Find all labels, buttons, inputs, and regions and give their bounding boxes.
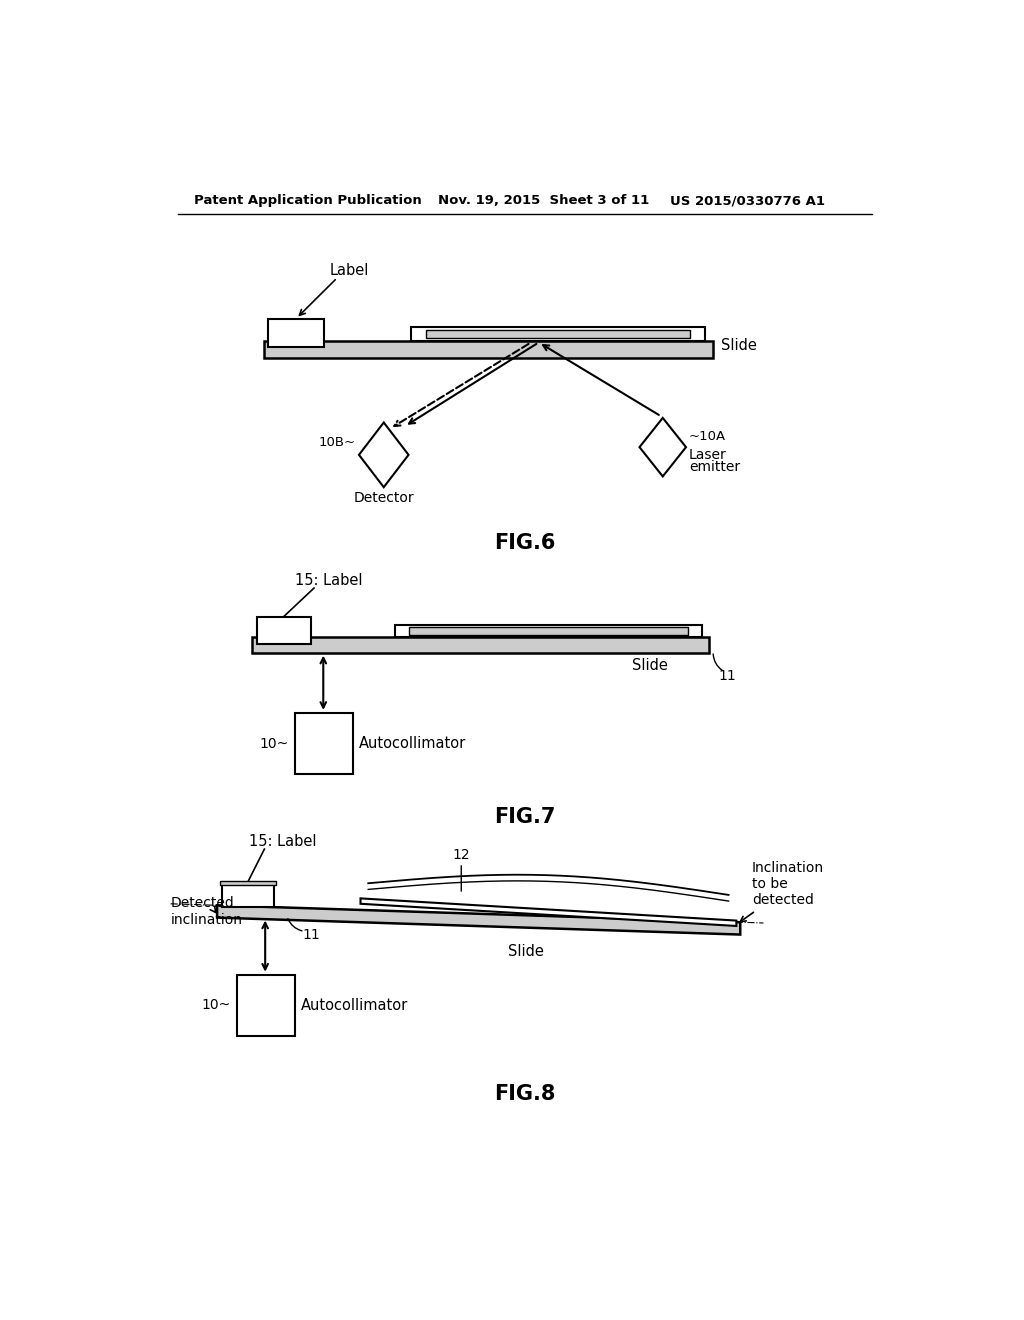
Text: Laser: Laser: [689, 447, 727, 462]
Text: emitter: emitter: [689, 461, 740, 474]
Text: 10~: 10~: [201, 998, 230, 1012]
Bar: [268, 319, 324, 347]
Text: FIG.6: FIG.6: [495, 533, 555, 553]
Text: 10B~: 10B~: [318, 436, 356, 449]
Polygon shape: [217, 906, 740, 935]
Polygon shape: [359, 422, 409, 487]
Text: 10~: 10~: [259, 737, 289, 751]
Text: 12: 12: [453, 849, 470, 862]
Text: Slide: Slide: [508, 944, 544, 960]
Text: ~10A: ~10A: [689, 430, 726, 444]
Bar: [295, 713, 352, 775]
Bar: [220, 880, 276, 884]
Text: US 2015/0330776 A1: US 2015/0330776 A1: [671, 194, 825, 207]
Polygon shape: [640, 418, 686, 477]
Bar: [410, 627, 687, 635]
Text: Patent Application Publication: Patent Application Publication: [194, 194, 422, 207]
Text: Label: Label: [330, 263, 369, 277]
Text: Autocollimator: Autocollimator: [359, 737, 466, 751]
Text: 11: 11: [719, 669, 736, 682]
Bar: [237, 974, 295, 1036]
Text: Inclination
to be
detected: Inclination to be detected: [752, 861, 824, 907]
Bar: [252, 638, 710, 653]
Bar: [222, 884, 274, 907]
Text: 15: Label: 15: Label: [295, 573, 362, 587]
Polygon shape: [360, 899, 736, 925]
Bar: [426, 330, 690, 338]
Text: 15: Label: 15: Label: [249, 834, 316, 849]
Text: Detected
inclination: Detected inclination: [171, 896, 243, 927]
Text: Nov. 19, 2015  Sheet 3 of 11: Nov. 19, 2015 Sheet 3 of 11: [438, 194, 649, 207]
Text: 11: 11: [302, 928, 321, 941]
Bar: [263, 341, 713, 358]
Text: FIG.8: FIG.8: [495, 1084, 555, 1104]
Bar: [411, 327, 706, 341]
Text: Slide: Slide: [632, 657, 668, 673]
Text: FIG.7: FIG.7: [495, 807, 555, 826]
Text: Autocollimator: Autocollimator: [301, 998, 409, 1012]
Bar: [257, 618, 311, 644]
Bar: [395, 626, 701, 638]
Text: Slide: Slide: [721, 338, 757, 352]
Text: Detector: Detector: [353, 491, 414, 506]
